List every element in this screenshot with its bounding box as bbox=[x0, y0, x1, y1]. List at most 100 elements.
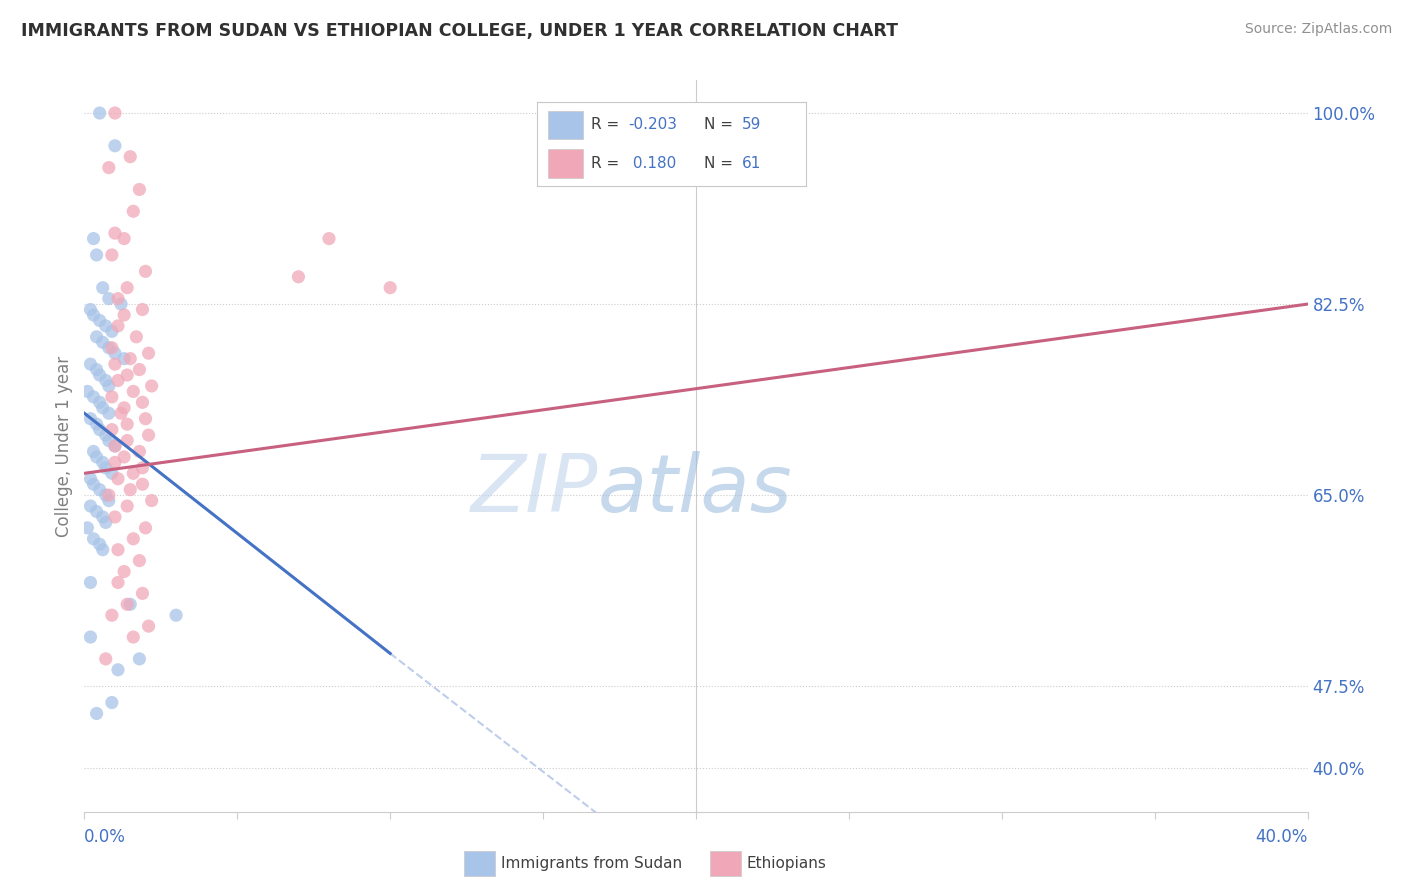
Point bbox=[94, 428, 117, 442]
Point bbox=[94, 652, 117, 666]
Point bbox=[138, 346, 160, 360]
Point bbox=[101, 248, 124, 262]
Point bbox=[112, 351, 135, 366]
Point bbox=[86, 330, 108, 344]
Point bbox=[104, 439, 127, 453]
Point bbox=[122, 532, 145, 546]
Point bbox=[135, 521, 157, 535]
Point bbox=[107, 542, 129, 557]
Point bbox=[112, 450, 135, 464]
Point bbox=[97, 161, 120, 175]
Point bbox=[97, 341, 120, 355]
Point bbox=[79, 357, 101, 371]
Text: Immigrants from Sudan: Immigrants from Sudan bbox=[501, 856, 682, 871]
Point bbox=[318, 231, 340, 245]
Text: Source: ZipAtlas.com: Source: ZipAtlas.com bbox=[1244, 22, 1392, 37]
Point bbox=[128, 554, 150, 568]
Y-axis label: College, Under 1 year: College, Under 1 year bbox=[55, 355, 73, 537]
Point bbox=[79, 499, 101, 513]
Point bbox=[107, 472, 129, 486]
Point bbox=[104, 510, 127, 524]
Point bbox=[107, 374, 129, 388]
Point bbox=[125, 330, 148, 344]
Point bbox=[115, 368, 138, 382]
Point bbox=[76, 521, 98, 535]
Point bbox=[141, 493, 163, 508]
Point bbox=[135, 264, 157, 278]
Point bbox=[91, 401, 114, 415]
Point bbox=[79, 411, 101, 425]
Point bbox=[89, 368, 111, 382]
Point bbox=[122, 467, 145, 481]
Point bbox=[91, 510, 114, 524]
Point bbox=[83, 231, 105, 245]
Point bbox=[380, 281, 402, 295]
Point bbox=[131, 395, 153, 409]
Point bbox=[94, 488, 117, 502]
Point bbox=[89, 483, 111, 497]
Point bbox=[112, 231, 135, 245]
Point bbox=[79, 630, 101, 644]
Point bbox=[112, 401, 135, 415]
Point bbox=[131, 586, 153, 600]
Point bbox=[91, 455, 114, 469]
Point bbox=[91, 281, 114, 295]
Point bbox=[115, 417, 138, 432]
Point bbox=[138, 428, 160, 442]
Point bbox=[104, 138, 127, 153]
Point bbox=[131, 302, 153, 317]
Point bbox=[101, 696, 124, 710]
Point bbox=[120, 597, 142, 611]
Point bbox=[110, 406, 132, 420]
Point bbox=[128, 652, 150, 666]
Point bbox=[83, 444, 105, 458]
Text: Ethiopians: Ethiopians bbox=[747, 856, 827, 871]
Point bbox=[104, 106, 127, 120]
Point bbox=[76, 384, 98, 399]
Point bbox=[86, 248, 108, 262]
Point bbox=[104, 226, 127, 240]
Point bbox=[97, 488, 120, 502]
Point bbox=[101, 390, 124, 404]
Text: 40.0%: 40.0% bbox=[1256, 828, 1308, 847]
Point bbox=[104, 439, 127, 453]
Point bbox=[83, 532, 105, 546]
Point bbox=[97, 406, 120, 420]
Point bbox=[94, 460, 117, 475]
Point bbox=[86, 417, 108, 432]
Point bbox=[101, 324, 124, 338]
Point bbox=[94, 516, 117, 530]
Point bbox=[135, 411, 157, 425]
Point bbox=[128, 444, 150, 458]
Point bbox=[120, 150, 142, 164]
Text: 0.0%: 0.0% bbox=[84, 828, 127, 847]
Point bbox=[86, 504, 108, 518]
Point bbox=[97, 379, 120, 393]
Point bbox=[79, 575, 101, 590]
Point bbox=[104, 346, 127, 360]
Point bbox=[165, 608, 187, 623]
Point bbox=[91, 335, 114, 350]
Point bbox=[122, 630, 145, 644]
Point bbox=[115, 499, 138, 513]
Point bbox=[128, 182, 150, 196]
Point bbox=[101, 341, 124, 355]
Point bbox=[94, 374, 117, 388]
Point bbox=[101, 423, 124, 437]
Point bbox=[97, 434, 120, 448]
Point bbox=[122, 204, 145, 219]
Point bbox=[112, 565, 135, 579]
Point bbox=[107, 292, 129, 306]
Point bbox=[89, 395, 111, 409]
Point bbox=[83, 477, 105, 491]
Point bbox=[101, 467, 124, 481]
Point bbox=[107, 318, 129, 333]
Point bbox=[122, 384, 145, 399]
Text: IMMIGRANTS FROM SUDAN VS ETHIOPIAN COLLEGE, UNDER 1 YEAR CORRELATION CHART: IMMIGRANTS FROM SUDAN VS ETHIOPIAN COLLE… bbox=[21, 22, 898, 40]
Point bbox=[104, 357, 127, 371]
Point bbox=[89, 423, 111, 437]
Point bbox=[86, 706, 108, 721]
Point bbox=[115, 597, 138, 611]
Point bbox=[104, 455, 127, 469]
Point bbox=[94, 318, 117, 333]
